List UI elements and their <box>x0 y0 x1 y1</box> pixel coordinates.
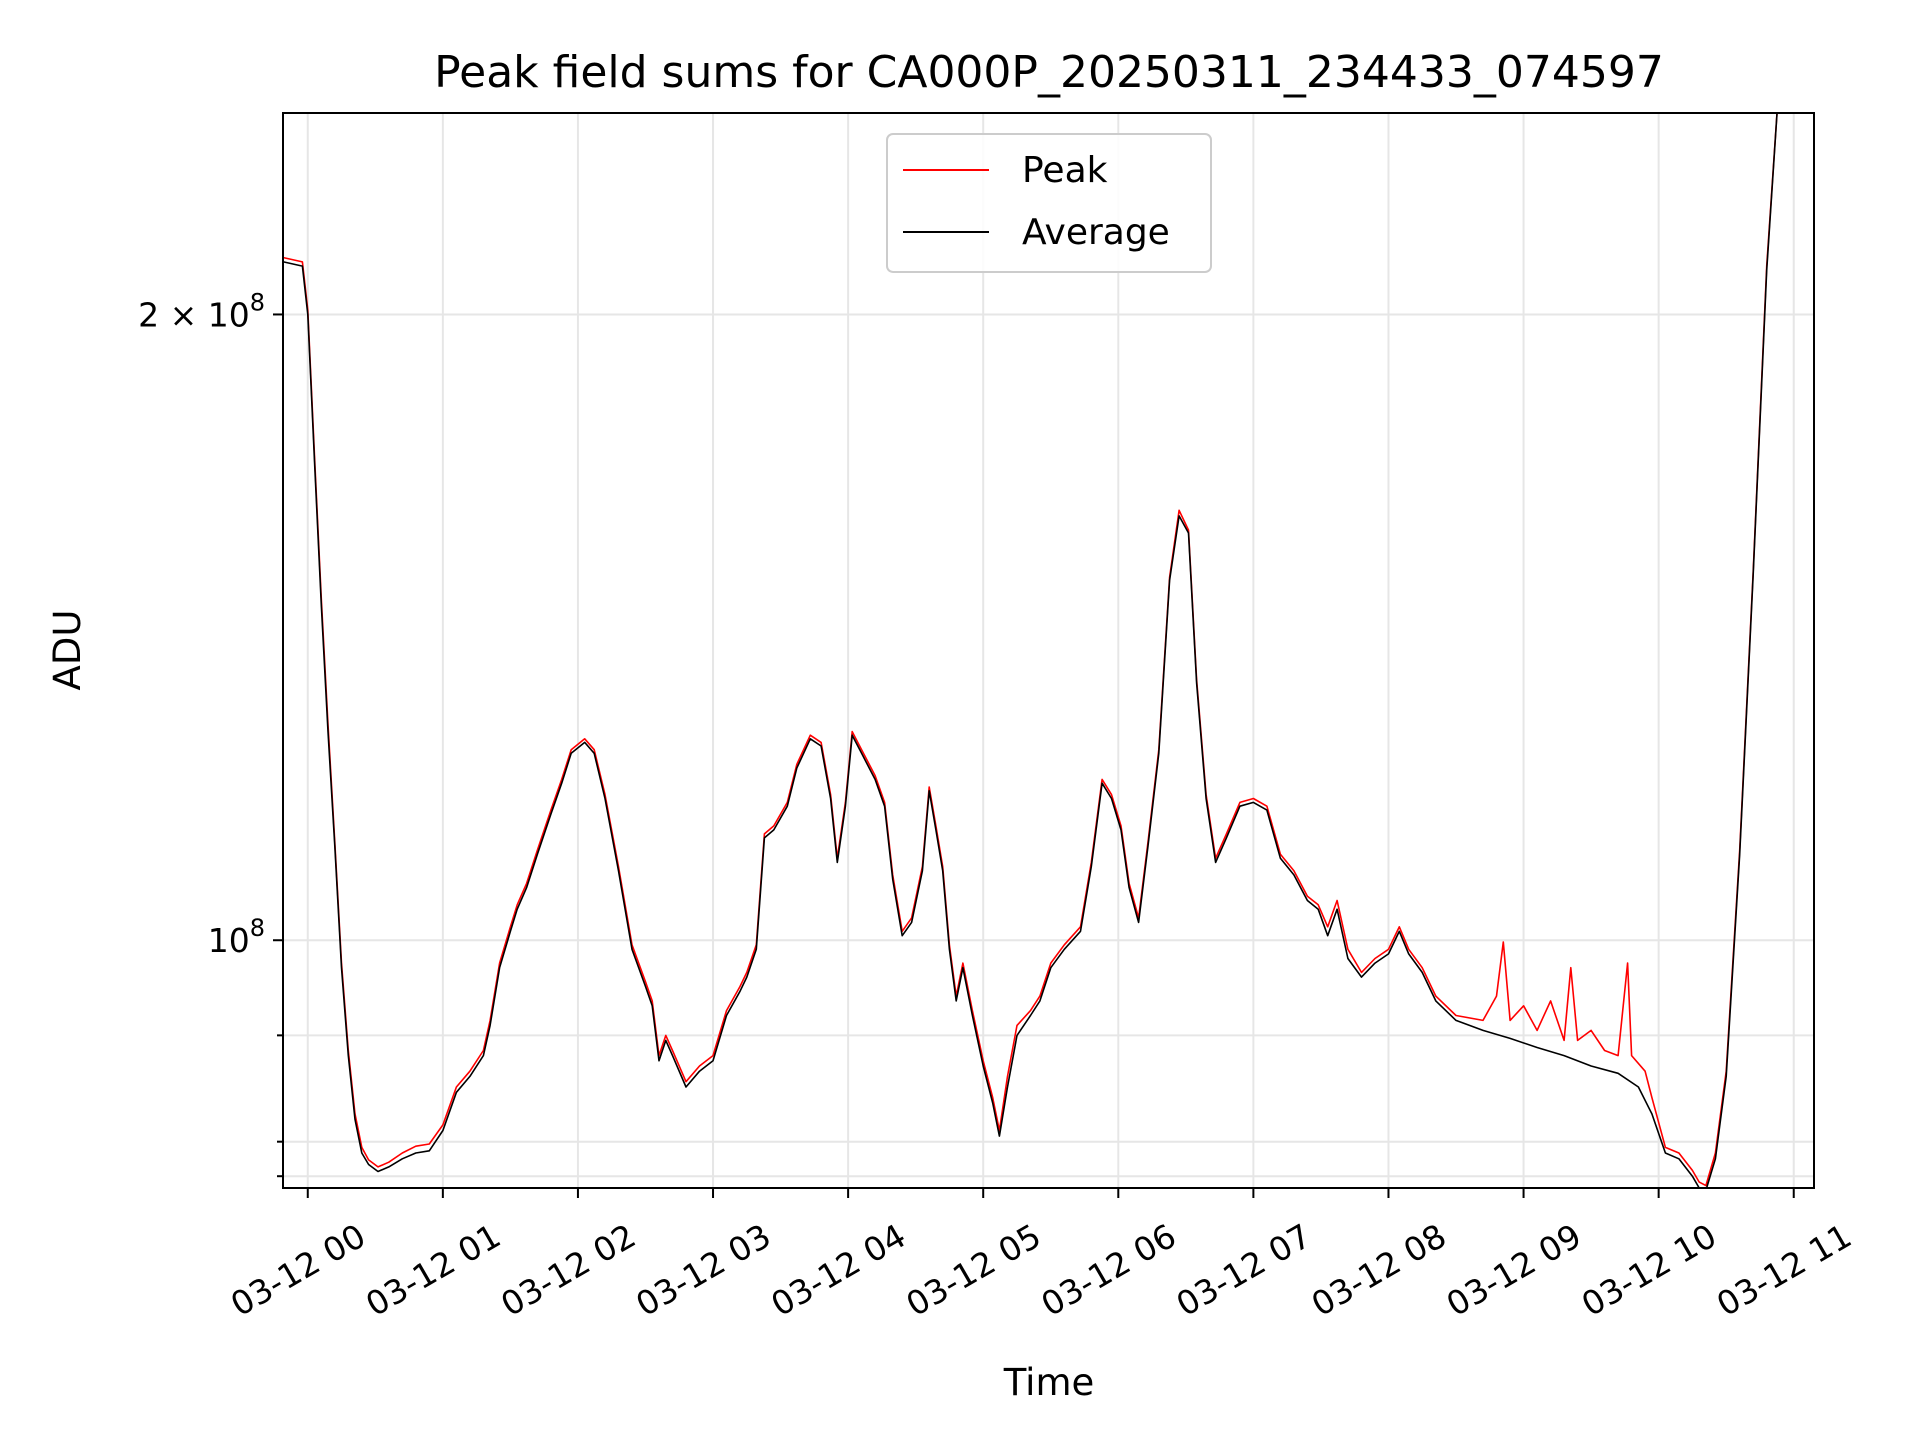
series-line-peak <box>283 113 1778 1187</box>
y-tick-label: 2 × 108 <box>138 288 265 334</box>
plot-area <box>283 113 1814 1188</box>
y-axis-ticks: 108 2 × 108 <box>138 288 283 1178</box>
legend: Peak Average <box>886 133 1212 273</box>
x-axis-label: Time <box>1003 1361 1095 1404</box>
grid <box>283 113 1814 1188</box>
y-axis-label: ADU <box>46 610 89 691</box>
legend-label-average: Average <box>1022 212 1170 253</box>
legend-box <box>886 133 1212 273</box>
y-tick-label: 108 <box>208 914 265 960</box>
plot-frame <box>282 112 1815 1189</box>
series-lines <box>283 113 1778 1188</box>
legend-label-peak: Peak <box>1022 150 1108 191</box>
series-line-average <box>283 113 1778 1188</box>
chart-title: Peak field sums for CA000P_20250311_2344… <box>434 47 1664 98</box>
